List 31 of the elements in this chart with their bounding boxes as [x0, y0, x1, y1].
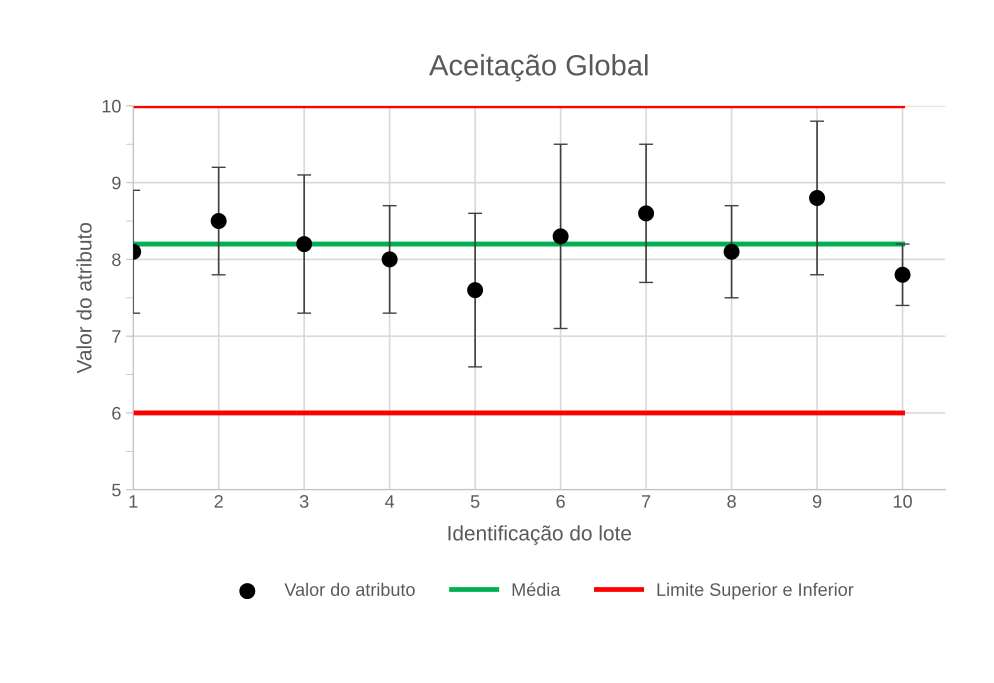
y-tick-label: 7 [112, 330, 120, 343]
point [638, 205, 654, 222]
y-axis-title: Valor do atributo [76, 222, 92, 374]
legend-label: Limite Superior e Inferior [658, 582, 854, 600]
point [894, 266, 911, 283]
y-tick-label: 10 [102, 100, 121, 113]
y-tick-label: 9 [112, 176, 121, 190]
point [724, 244, 740, 260]
point [467, 282, 484, 298]
point [382, 251, 398, 268]
x-tick-label: 5 [470, 495, 480, 508]
x-tick-label: 9 [812, 495, 822, 508]
chart-title: Aceitação Global [429, 54, 648, 82]
x-axis-title: Identificação do lote [448, 525, 631, 545]
y-tick-label: 6 [112, 406, 121, 420]
x-tick-label: 7 [642, 495, 650, 508]
x-tick-label: 3 [300, 495, 308, 508]
x-tick-label: 2 [214, 495, 223, 508]
point [210, 213, 227, 229]
y-tick-label: 5 [112, 484, 121, 496]
x-tick-label: 6 [556, 495, 565, 508]
point [296, 236, 312, 252]
legend-label: Valor do atributo [284, 582, 415, 596]
y-tick-label: 8 [112, 253, 121, 266]
x-tick-label: 8 [727, 495, 736, 508]
point [809, 190, 826, 206]
x-tick-label: 1 [130, 495, 138, 508]
x-tick-label: 10 [894, 495, 912, 508]
x-tick-label: 4 [385, 495, 394, 508]
legend-label: Média [512, 582, 560, 596]
point [552, 228, 569, 244]
